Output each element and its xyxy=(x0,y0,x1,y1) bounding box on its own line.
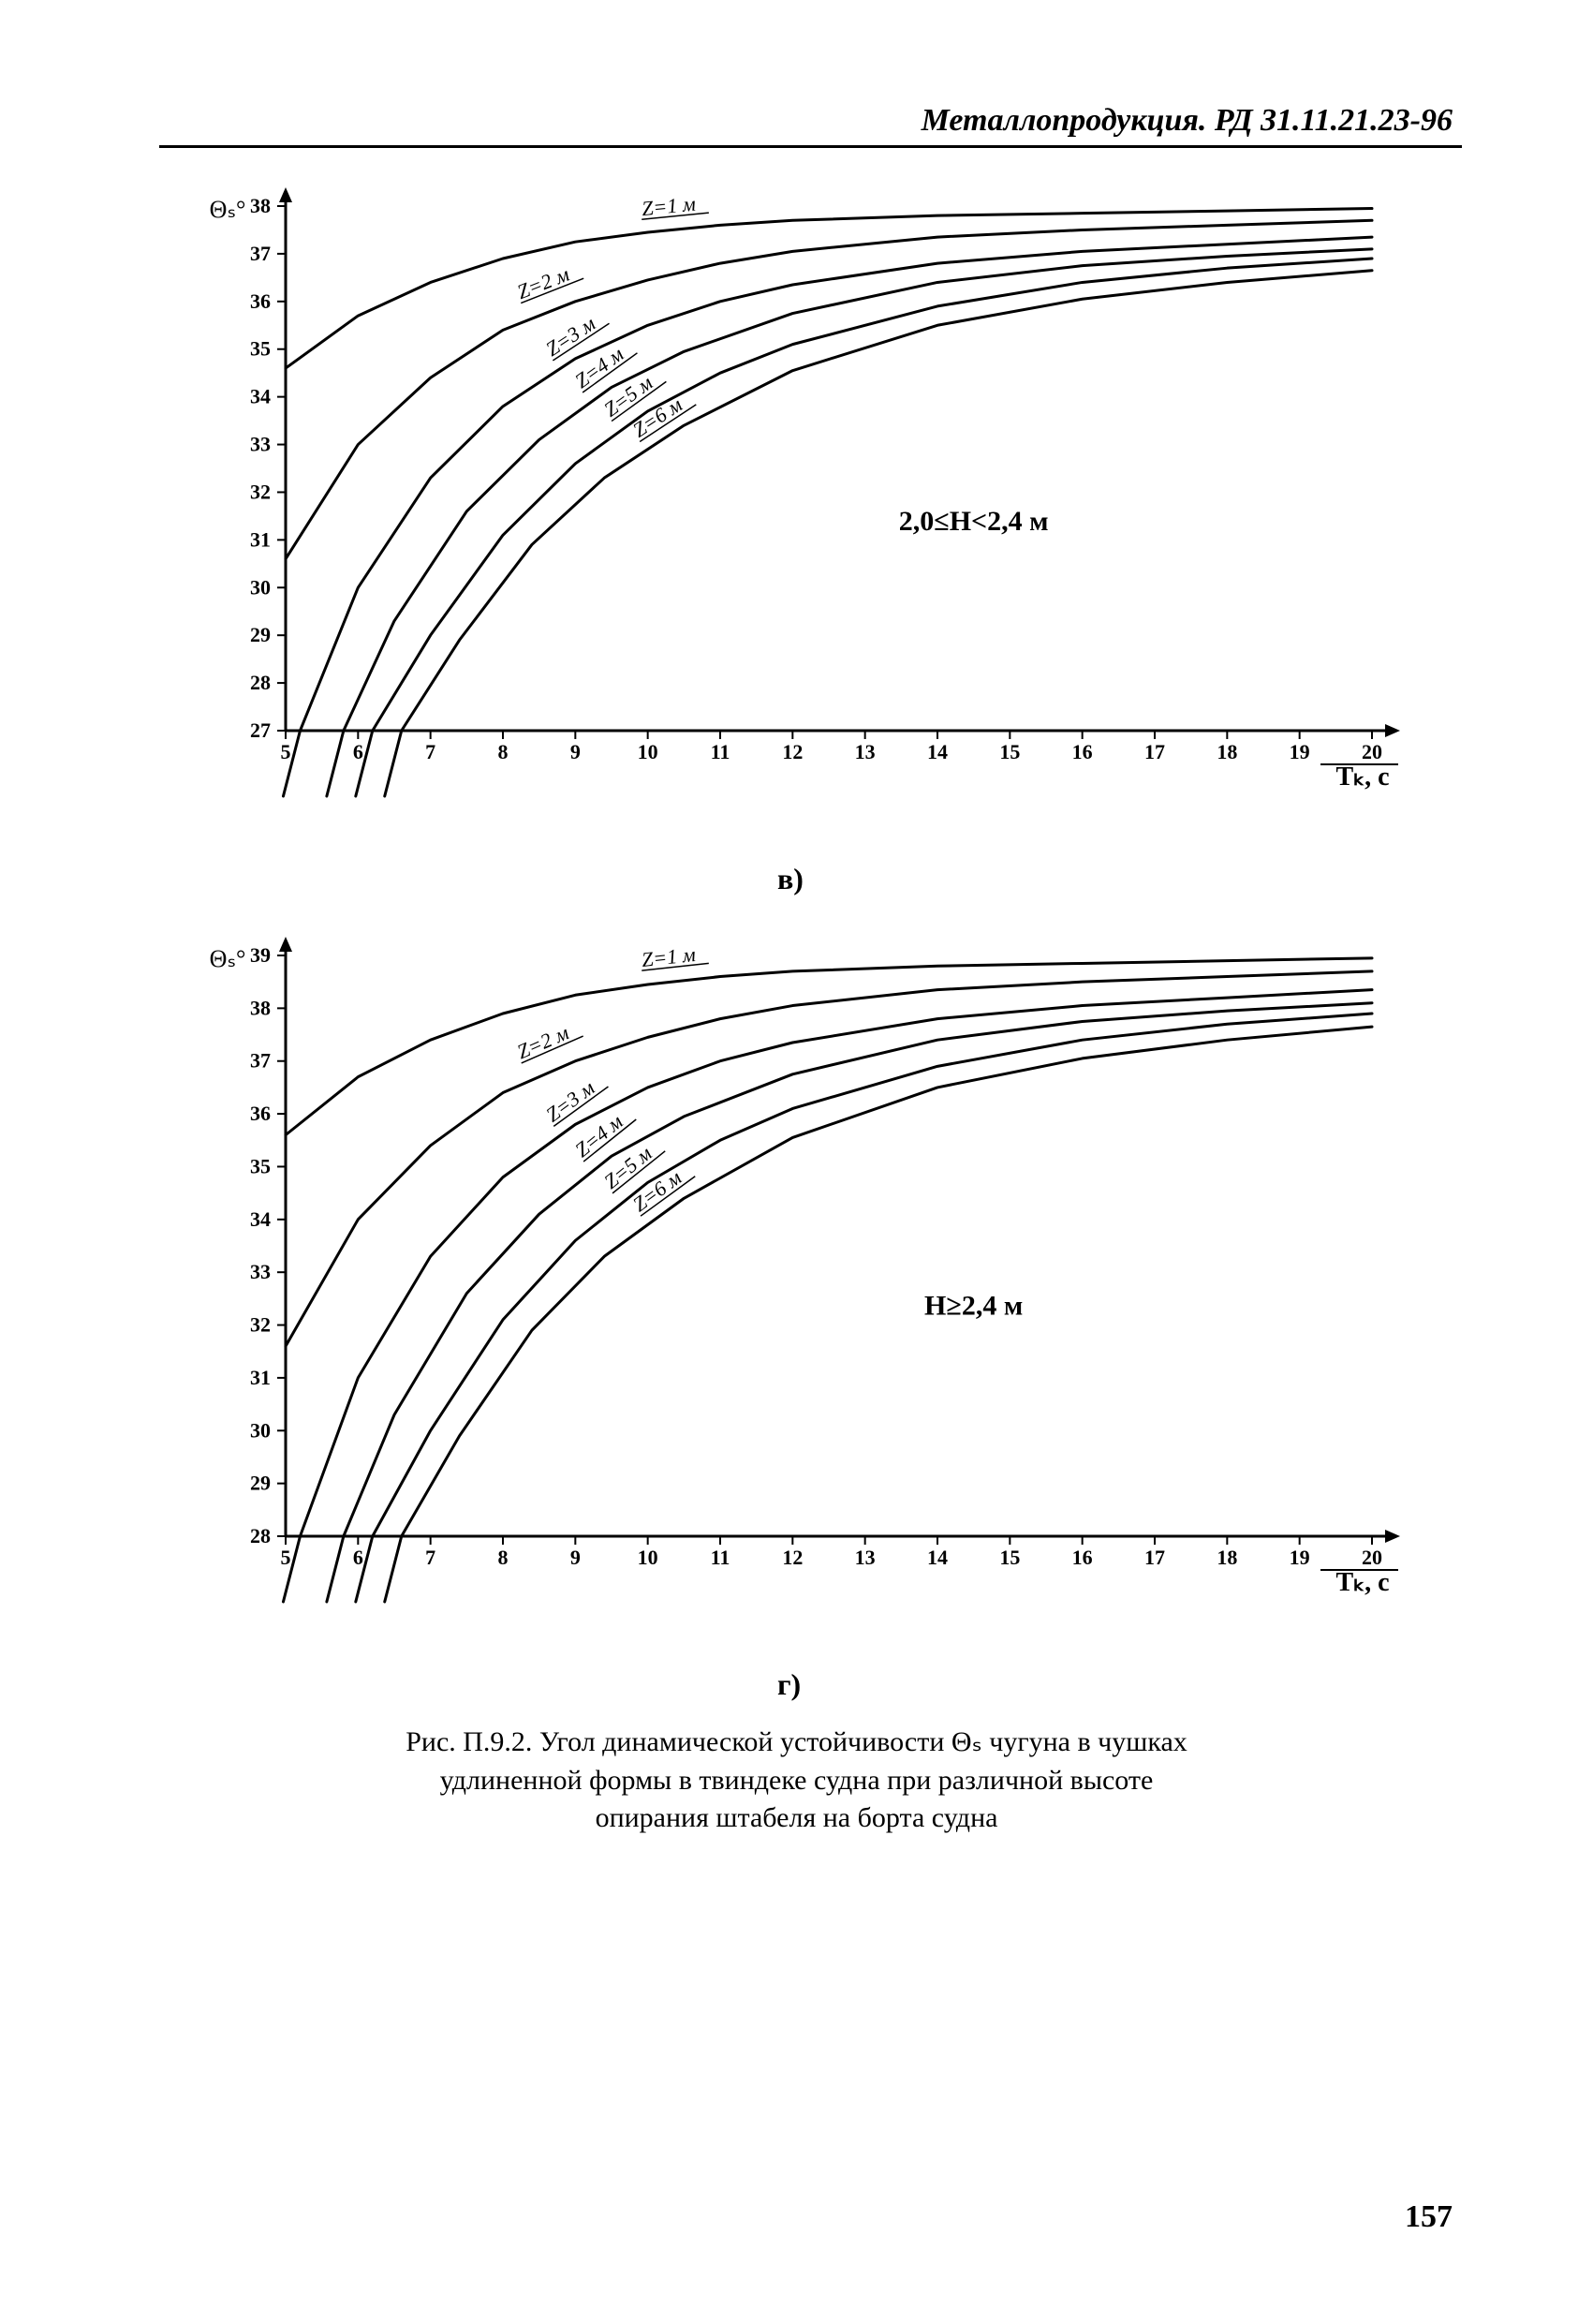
svg-text:20: 20 xyxy=(1362,740,1382,763)
svg-text:14: 14 xyxy=(927,740,948,763)
svg-text:14: 14 xyxy=(927,1546,948,1569)
page: Металлопродукция. РД 31.11.21.23-96 5 6 7 8… xyxy=(0,0,1593,2324)
svg-text:5: 5 xyxy=(281,740,291,763)
sublabel-bottom: г) xyxy=(777,1667,801,1702)
caption-line2: удлиненной формы в твиндеке судна при ра… xyxy=(440,1765,1154,1796)
svg-text:20: 20 xyxy=(1362,1546,1382,1569)
svg-text:13: 13 xyxy=(855,740,876,763)
svg-text:38: 38 xyxy=(250,996,271,1019)
svg-text:2,0≤H<2,4 м: 2,0≤H<2,4 м xyxy=(899,506,1049,537)
header-rule xyxy=(159,145,1462,148)
svg-text:30: 30 xyxy=(250,575,271,599)
svg-text:6: 6 xyxy=(353,1546,363,1569)
svg-text:8: 8 xyxy=(498,740,509,763)
svg-text:35: 35 xyxy=(250,1154,271,1177)
svg-text:Z=1 м: Z=1 м xyxy=(641,192,697,221)
svg-text:Z=3 м: Z=3 м xyxy=(541,1075,598,1126)
svg-text:7: 7 xyxy=(425,740,435,763)
svg-text:11: 11 xyxy=(711,740,730,763)
svg-text:Tₖ, с: Tₖ, с xyxy=(1335,762,1389,792)
svg-text:16: 16 xyxy=(1072,1546,1093,1569)
svg-text:39: 39 xyxy=(250,943,271,967)
svg-text:Z=2 м: Z=2 м xyxy=(513,1020,572,1063)
svg-text:12: 12 xyxy=(782,740,803,763)
caption-line3: опирания штабеля на борта судна xyxy=(596,1802,998,1833)
chart-top: 5 6 7 8 9 10 11 12 13 14 15 16 17 18 19 20 27 28 29 30 31 32 3… xyxy=(201,187,1438,843)
svg-text:Z=1 м: Z=1 м xyxy=(641,942,697,971)
svg-text:9: 9 xyxy=(570,740,581,763)
svg-text:30: 30 xyxy=(250,1418,271,1442)
svg-text:34: 34 xyxy=(250,385,271,408)
svg-text:Z=3 м: Z=3 м xyxy=(541,312,599,362)
svg-text:9: 9 xyxy=(570,1546,581,1569)
page-number: 157 xyxy=(1405,2199,1453,2235)
svg-text:36: 36 xyxy=(250,289,271,313)
svg-text:17: 17 xyxy=(1144,740,1165,763)
svg-text:17: 17 xyxy=(1144,1546,1165,1569)
svg-text:Z=2 м: Z=2 м xyxy=(514,262,573,303)
svg-text:15: 15 xyxy=(999,740,1020,763)
svg-text:11: 11 xyxy=(711,1546,730,1569)
svg-text:Θₛ°: Θₛ° xyxy=(210,196,246,223)
svg-text:36: 36 xyxy=(250,1102,271,1125)
svg-text:19: 19 xyxy=(1290,740,1310,763)
svg-text:27: 27 xyxy=(250,718,271,742)
svg-text:37: 37 xyxy=(250,242,271,265)
svg-text:33: 33 xyxy=(250,433,271,456)
svg-text:32: 32 xyxy=(250,480,271,503)
svg-text:10: 10 xyxy=(638,1546,658,1569)
svg-text:16: 16 xyxy=(1072,740,1093,763)
svg-text:13: 13 xyxy=(855,1546,876,1569)
svg-text:28: 28 xyxy=(250,671,271,694)
svg-text:35: 35 xyxy=(250,337,271,361)
svg-text:18: 18 xyxy=(1217,1546,1237,1569)
svg-text:10: 10 xyxy=(638,740,658,763)
svg-text:31: 31 xyxy=(250,1366,271,1389)
svg-text:18: 18 xyxy=(1217,740,1237,763)
svg-text:29: 29 xyxy=(250,1472,271,1495)
svg-text:38: 38 xyxy=(250,194,271,217)
svg-text:7: 7 xyxy=(425,1546,435,1569)
svg-text:6: 6 xyxy=(353,740,363,763)
svg-text:34: 34 xyxy=(250,1207,271,1231)
svg-text:Θₛ°: Θₛ° xyxy=(210,945,246,972)
svg-text:8: 8 xyxy=(498,1546,509,1569)
caption-line1: Рис. П.9.2. Угол динамической устойчивос… xyxy=(406,1726,1187,1757)
svg-text:5: 5 xyxy=(281,1546,291,1569)
svg-text:33: 33 xyxy=(250,1260,271,1283)
svg-text:31: 31 xyxy=(250,527,271,551)
chart-bottom: 5 6 7 8 9 10 11 12 13 14 15 16 17 18 19 20 28 29 30 31 32 33 3… xyxy=(201,937,1438,1649)
figure-caption: Рис. П.9.2. Угол динамической устойчивос… xyxy=(318,1724,1275,1838)
svg-text:Tₖ, с: Tₖ, с xyxy=(1335,1568,1389,1597)
svg-text:37: 37 xyxy=(250,1049,271,1073)
svg-text:19: 19 xyxy=(1290,1546,1310,1569)
svg-text:H≥2,4 м: H≥2,4 м xyxy=(924,1290,1023,1321)
svg-text:12: 12 xyxy=(782,1546,803,1569)
sublabel-top: в) xyxy=(777,862,804,896)
page-header: Металлопродукция. РД 31.11.21.23-96 xyxy=(922,103,1453,139)
svg-text:32: 32 xyxy=(250,1313,271,1337)
svg-text:15: 15 xyxy=(999,1546,1020,1569)
svg-text:28: 28 xyxy=(250,1524,271,1547)
svg-text:29: 29 xyxy=(250,623,271,646)
